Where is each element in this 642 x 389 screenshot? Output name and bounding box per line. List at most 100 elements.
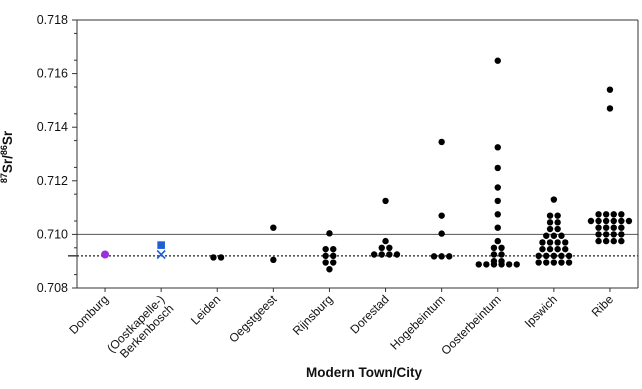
x-category-label: Ipswich [522,292,560,330]
data-point [494,211,501,218]
x-category-labels: Domburg(Oostkapelle-)Berkenbosch Leiden Oe… [66,288,617,364]
data-point [210,254,217,261]
data-point [546,212,554,219]
y-tick-label: 0.710 [37,227,68,241]
data-point [550,252,558,260]
x-category-label: Leiden [188,292,223,327]
data-point [562,245,569,253]
data-point [101,250,110,259]
x-category-label-line: Dorestad [347,292,391,336]
data-point [625,217,633,225]
y-tick-label: 0.714 [37,120,68,134]
data-point [602,224,610,231]
data-point [618,231,625,238]
data-point [326,230,333,237]
data-point [270,224,277,231]
data-point [610,211,617,218]
data-point [378,251,385,258]
data-point [330,259,337,266]
x-category-label-line: Rijnsburg [290,292,336,338]
data-point-cross [156,249,166,260]
data-point [610,224,617,231]
data-point [494,197,501,205]
y-tick-label: 0.716 [37,67,68,81]
data-point [539,239,546,246]
y-axis-title-sup1: 87 [0,173,9,183]
data-point [490,261,498,268]
data-point [494,184,501,191]
x-category-label: Ribe [589,292,617,320]
data-point [330,252,337,260]
data-point [438,230,445,237]
x-category-label: Hogebeintum [387,292,447,352]
data-point-square [157,241,165,249]
data-point [554,219,561,226]
data-point [475,261,482,268]
data-point [606,105,614,112]
data-points [101,57,633,273]
x-category-label-line: Leiden [188,292,223,327]
data-point [535,259,542,266]
y-tick-label: 0.708 [37,281,68,295]
data-point [543,259,550,266]
data-point [595,237,602,245]
data-point [558,232,565,239]
x-category-label-line: Oosterbeintum [438,292,504,358]
data-point [370,251,378,258]
data-point [543,232,550,239]
x-category-label-line: Ipswich [522,292,560,330]
data-point [494,144,501,151]
data-point [565,252,573,260]
data-point [386,244,393,251]
y-axis-title-sup2: 86 [0,145,9,155]
data-point [438,212,445,219]
x-category-label: (Oostkapelle-)Berkenbosch [104,292,176,364]
data-point [550,196,558,203]
y-tick-label: 0.718 [37,13,68,27]
y-axis-title-base1: Sr/ [0,155,15,173]
x-category-label: Rijnsburg [290,292,336,338]
data-point [382,197,389,205]
data-point [602,237,610,245]
data-point [494,224,501,231]
data-point [498,261,505,268]
data-point [322,245,329,253]
data-point [606,86,614,93]
data-point [602,231,610,238]
data-point [494,164,501,172]
x-category-label: Oegstgeest [226,292,280,346]
data-point [543,252,550,260]
data-point [494,57,501,64]
data-point [322,252,329,260]
data-point [382,237,389,245]
data-point [446,253,453,260]
data-point [438,253,445,260]
data-point [330,245,337,253]
data-point [618,211,625,218]
data-point [554,212,561,219]
data-point [490,251,498,258]
data-point-cross-stroke [156,249,166,260]
data-point [546,245,554,253]
data-point [550,232,558,239]
x-category-label-line: Hogebeintum [387,292,447,352]
y-tick-label: 0.712 [37,174,68,188]
data-point [595,224,602,231]
x-category-label-line: Ribe [589,292,617,320]
data-point [378,244,385,251]
data-point [595,217,602,225]
data-point [562,239,569,246]
data-point [498,251,505,258]
data-point [595,231,602,238]
y-ticks: 0.708 0.710 0.712 0.714 0.716 0.718 [37,13,77,295]
data-point [610,231,617,238]
data-point [618,217,625,225]
data-point [270,256,277,264]
data-point [546,239,554,246]
data-point [602,217,610,225]
data-point [217,254,225,261]
data-point [494,237,501,245]
axes [76,19,639,289]
